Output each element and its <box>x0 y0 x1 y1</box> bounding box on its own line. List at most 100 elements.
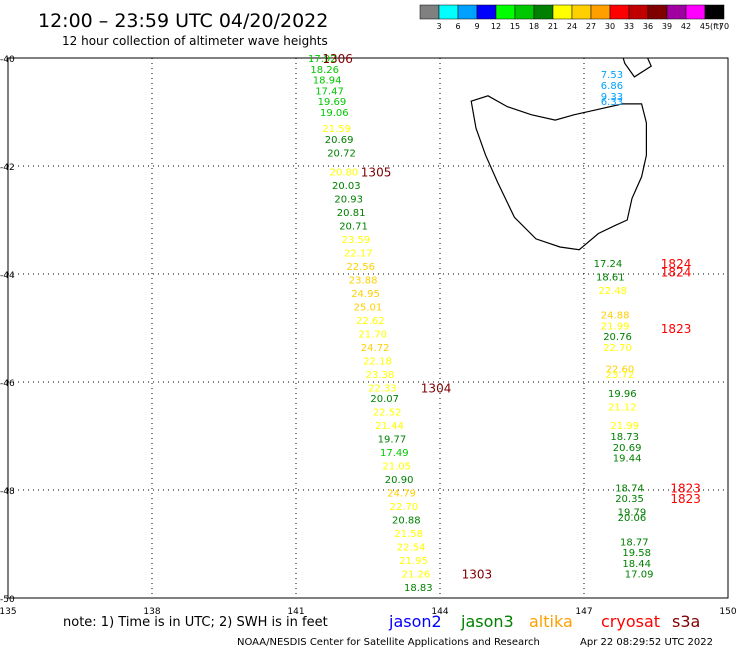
y-tick-label: -50 <box>0 595 15 605</box>
wave-height-label: 9.33 <box>601 92 623 103</box>
chart-subtitle: 12 hour collection of altimeter wave hei… <box>62 34 328 48</box>
wave-height-label: 19.58 <box>622 548 651 559</box>
wave-height-label: 20.71 <box>339 221 368 232</box>
legend-swatch <box>704 4 725 20</box>
wave-height-label: 21.12 <box>608 402 637 413</box>
pass-time-label: 1306 <box>322 52 353 66</box>
x-tick-label: 135 <box>0 607 17 617</box>
wave-height-label: 22.17 <box>344 248 373 259</box>
wave-height-label: 17.47 <box>315 86 344 97</box>
legend-label: 27 <box>586 22 596 31</box>
wave-height-label: 19.69 <box>318 97 347 108</box>
y-tick-label: -44 <box>0 271 15 281</box>
pass-time-label: 1823 <box>670 481 701 495</box>
wave-height-label: 21.44 <box>375 421 404 432</box>
wave-height-label: 20.88 <box>392 516 421 527</box>
x-tick-label: 138 <box>143 607 160 617</box>
footer-note: note: 1) Time is in UTC; 2) SWH is in fe… <box>63 615 328 630</box>
wave-height-label: 19.77 <box>378 435 407 446</box>
wave-height-label: 21.58 <box>394 529 423 540</box>
wave-height-label: 20.03 <box>332 181 361 192</box>
legend-swatch <box>533 4 554 20</box>
y-tick-label: -42 <box>0 163 15 173</box>
wave-height-label: 23.38 <box>366 370 395 381</box>
legend-label: 6 <box>455 22 460 31</box>
x-tick-label: 144 <box>431 607 448 617</box>
wave-height-label: 20.93 <box>334 194 363 205</box>
pass-time-label: 1303 <box>462 568 493 582</box>
x-tick-label: 147 <box>575 607 592 617</box>
wave-height-label: 7.53 <box>601 70 623 81</box>
legend-label: 9 <box>474 22 479 31</box>
wave-height-label: 23.72 <box>606 370 635 381</box>
legend-swatch <box>438 4 459 20</box>
wave-height-label: 17.24 <box>594 259 623 270</box>
plot-frame <box>7 57 729 599</box>
wave-height-label: 22.52 <box>373 408 402 419</box>
legend-swatch <box>457 4 478 20</box>
legend-swatch <box>666 4 687 20</box>
wave-height-label: 20.35 <box>615 494 644 505</box>
legend-swatch <box>628 4 649 20</box>
wave-height-label: 18.73 <box>610 432 639 443</box>
wave-height-label: 6.86 <box>601 81 623 92</box>
wave-height-label: 22.70 <box>603 343 632 354</box>
legend-swatch <box>495 4 516 20</box>
island-coastline <box>622 58 652 78</box>
wave-height-label: 6.33 <box>601 97 623 108</box>
wave-height-label: 24.95 <box>351 289 380 300</box>
satellite-label: jason3 <box>460 612 514 631</box>
legend-label: 21 <box>548 22 558 31</box>
wave-height-label: 20.90 <box>385 475 414 486</box>
footer-credit: NOAA/NESDIS Center for Satellite Applica… <box>237 637 540 648</box>
grid-lines <box>8 58 728 598</box>
wave-height-label: 19.79 <box>618 508 647 519</box>
wave-height-label: 22.18 <box>363 356 392 367</box>
legend-label: 42 <box>681 22 691 31</box>
wave-height-label: 21.05 <box>382 462 411 473</box>
wave-height-label: 24.88 <box>601 311 630 322</box>
legend-label: 15 <box>510 22 520 31</box>
legend-swatch <box>609 4 630 20</box>
wave-height-label: 17.09 <box>625 570 654 581</box>
wave-height-label: 21.26 <box>402 570 431 581</box>
wave-height-label: 19.06 <box>320 108 349 119</box>
wave-height-label: 20.69 <box>325 135 354 146</box>
wave-height-label: 24.72 <box>361 343 390 354</box>
wave-height-label: 22.60 <box>606 365 635 376</box>
wave-height-label: 19.44 <box>613 454 642 465</box>
legend-label: 39 <box>662 22 672 31</box>
pass-time-label: 1823 <box>661 322 692 336</box>
wave-height-label: 20.07 <box>370 394 399 405</box>
wave-height-label: 18.44 <box>622 559 651 570</box>
wave-height-label: 23.59 <box>342 235 371 246</box>
coastline-map <box>470 58 652 251</box>
legend-unit: (ft) <box>710 22 722 31</box>
pass-time-label: 1304 <box>421 381 452 395</box>
y-tick-label: -48 <box>0 487 15 497</box>
wave-height-label: 21.95 <box>399 556 428 567</box>
pass-time-label: 1824 <box>661 257 692 271</box>
legend-swatch <box>590 4 611 20</box>
x-tick-label: 141 <box>287 607 304 617</box>
satellite-label: jason2 <box>388 612 442 631</box>
wave-height-label: 17.92 <box>308 54 337 65</box>
satellite-label: s3a <box>672 612 700 631</box>
pass-time-label: 1824 <box>661 265 692 279</box>
tasmania-coastline <box>470 95 648 251</box>
legend-label: 70 <box>719 22 729 31</box>
legend-swatch <box>476 4 497 20</box>
y-tick-label: -40 <box>0 55 15 65</box>
plot-area: 17.9218.2618.9417.4719.6919.0621.5920.69… <box>0 52 737 617</box>
legend-swatch <box>685 4 706 20</box>
wave-height-label: 24.79 <box>387 489 416 500</box>
wave-height-label: 20.69 <box>613 443 642 454</box>
legend-label: 36 <box>643 22 653 31</box>
wave-height-label: 19.96 <box>608 389 637 400</box>
wave-height-label: 22.54 <box>397 543 426 554</box>
satellite-label: altika <box>529 612 573 631</box>
legend-label: 24 <box>567 22 577 31</box>
wave-height-label: 22.48 <box>598 286 627 297</box>
x-tick-label: 150 <box>719 607 736 617</box>
legend-label: 45 <box>700 22 710 31</box>
